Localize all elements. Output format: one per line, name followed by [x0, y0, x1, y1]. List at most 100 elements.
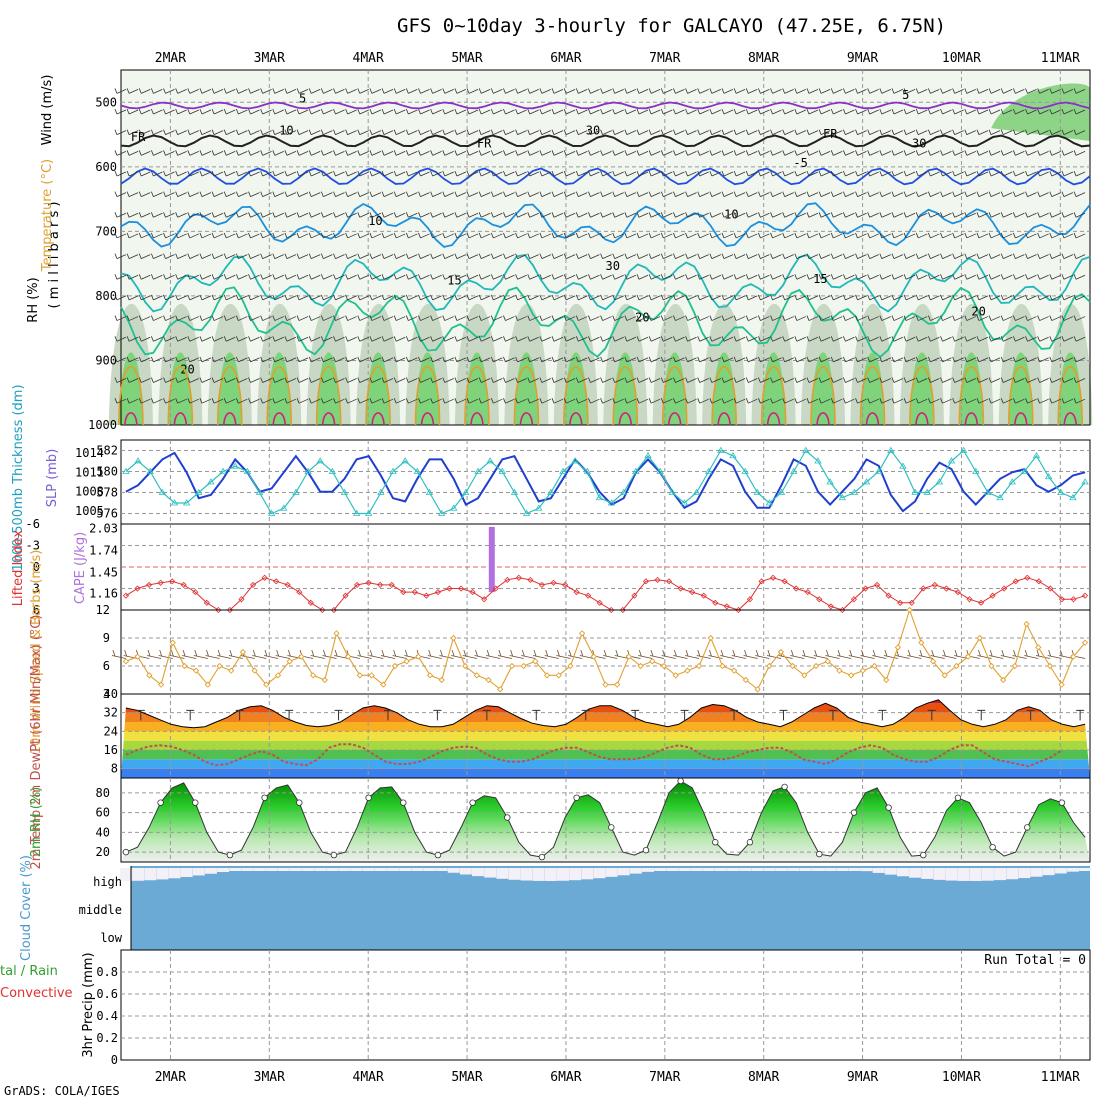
wind-barb [527, 294, 539, 301]
wind-barb [930, 650, 945, 659]
wind-barb [175, 336, 187, 342]
y-tick-label: 1011 [75, 465, 104, 479]
wind-barb [1049, 108, 1061, 115]
lifted-index-point [920, 585, 927, 592]
wind-barb [1073, 108, 1086, 115]
lifted-index-point [931, 581, 938, 588]
wind-barb [381, 170, 394, 177]
wind-barb [806, 377, 819, 383]
wind-barb [490, 253, 503, 259]
wind-barb [1037, 129, 1049, 136]
wind-barb [588, 150, 600, 156]
cloud-gap [557, 868, 570, 881]
cloud-gap [132, 868, 145, 881]
wind-barb [333, 88, 345, 94]
wind-barb [940, 356, 952, 363]
wind-barb [685, 108, 697, 115]
wind-barb [891, 129, 904, 136]
wind-barb [393, 398, 406, 404]
wind-barb [940, 170, 952, 177]
wind-barb [806, 150, 819, 156]
thickness-point [450, 504, 458, 511]
thickness-point [425, 488, 434, 495]
wind-barb [126, 377, 139, 383]
wind-barb [1025, 232, 1037, 239]
wind-speed-point [637, 662, 644, 670]
wind-barb [563, 88, 576, 94]
wind-barb [1012, 294, 1025, 301]
wind-barb [466, 129, 479, 136]
wind-barb [235, 232, 248, 239]
wind-barb [223, 398, 236, 404]
wind-barb [624, 274, 637, 280]
wind-barb [818, 315, 831, 321]
lifted-index-point [388, 581, 395, 588]
thickness-point [583, 467, 591, 474]
wind-barb [612, 88, 624, 94]
wind-barb [296, 294, 309, 301]
wind-barb [709, 377, 721, 383]
y-tick-label: 578 [96, 486, 118, 500]
wind-barb [927, 294, 940, 301]
wind-barb [248, 129, 260, 136]
wind-barb [638, 650, 653, 659]
cloud-gap [144, 868, 157, 881]
wind-barb [940, 294, 952, 301]
wind-barb [806, 356, 819, 363]
wind-barb [758, 129, 770, 136]
temperature-contour-hot [173, 412, 188, 426]
wind-barb [721, 108, 734, 115]
wind-barb [563, 108, 576, 115]
wind-barb [794, 88, 806, 94]
wind-barb [1000, 253, 1013, 259]
lifted-index-point [145, 581, 153, 588]
wind-barb [405, 150, 418, 156]
wind-barb [1049, 150, 1061, 156]
temp2m-label: 2m Temp 2m DewPt (6hr Min/Max) (°C) [29, 615, 44, 870]
wind-barb [915, 398, 928, 404]
temperature-contour-surface [859, 366, 886, 426]
y-tick-label: 9 [103, 631, 110, 645]
wind-barb [357, 170, 369, 177]
wind-speed-point [181, 662, 188, 670]
wind-barb [308, 356, 321, 363]
wind-barb [818, 356, 831, 363]
minmax-whisker [581, 709, 590, 721]
wind-barb [895, 650, 910, 659]
wind-barb [175, 253, 187, 259]
wind-barb [1073, 356, 1086, 363]
wind-barb [466, 150, 479, 156]
wind-barb [284, 170, 297, 177]
wind-barb [743, 650, 758, 659]
wind-barb [915, 212, 928, 218]
minmax-whisker [482, 709, 491, 721]
wind-barb [320, 212, 333, 218]
wind-barb [260, 212, 272, 218]
wind-barb [427, 650, 442, 659]
wind-barb [333, 377, 345, 383]
wind-speed-point [157, 681, 165, 688]
wind-barb [405, 88, 418, 94]
wind-barb [709, 294, 721, 301]
thickness-point [267, 509, 276, 516]
wind-barb [527, 108, 539, 115]
wind-barb [296, 377, 309, 383]
wind-barb [636, 150, 649, 156]
wind-barb [648, 253, 661, 259]
wind-barb [503, 336, 515, 342]
wind-speed-point [660, 662, 668, 670]
wind-barb [187, 150, 199, 156]
wind-barb [782, 129, 794, 136]
wind-barb [988, 274, 1001, 280]
lifted-index-point [723, 603, 730, 610]
wind-speed-point [497, 686, 504, 693]
wind-barb [818, 191, 831, 198]
wind-barb [515, 212, 527, 218]
wind-barb [673, 315, 685, 321]
rh-point [712, 839, 719, 846]
wind-barb [442, 150, 454, 156]
wind-barb [454, 212, 467, 218]
thickness-point [1044, 472, 1053, 480]
y-tick-label: -6 [26, 517, 40, 531]
wind-barb [515, 377, 527, 383]
